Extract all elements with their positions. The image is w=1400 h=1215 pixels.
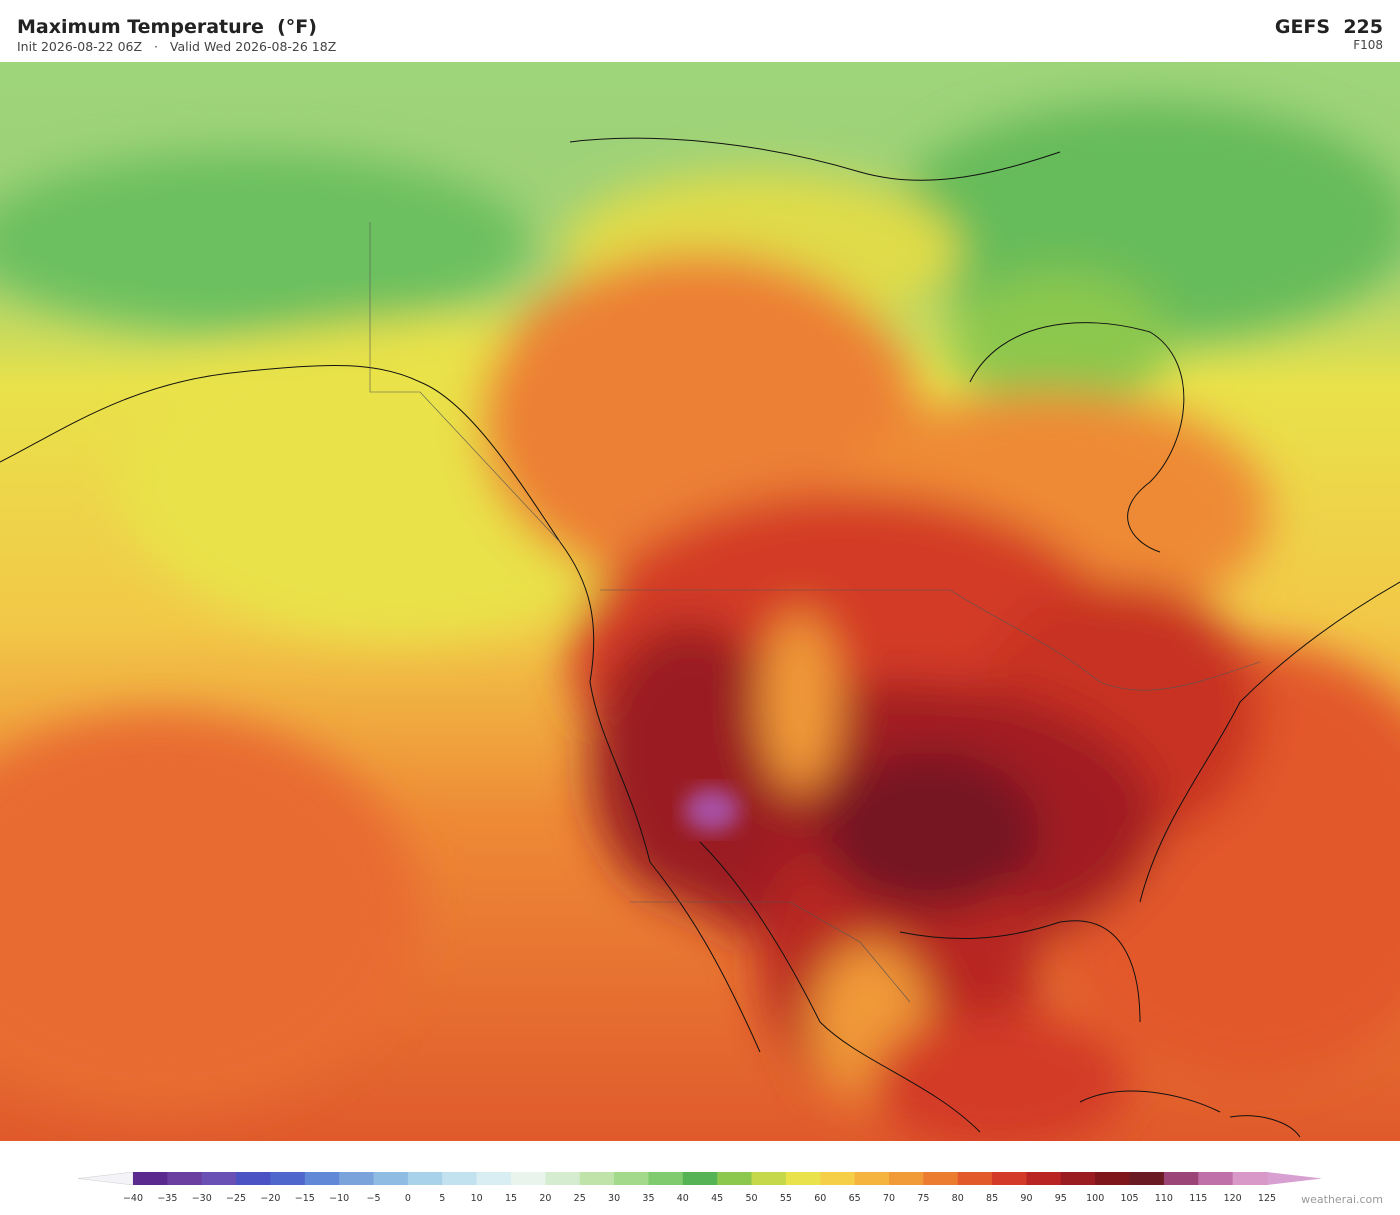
coastlines <box>0 137 1400 1138</box>
forecast-hour: F108 <box>1353 38 1383 52</box>
colorbar-tick-label: 95 <box>1055 1193 1067 1204</box>
map <box>0 62 1400 1141</box>
colorbar-segment <box>1129 1172 1165 1185</box>
colorbar-segment <box>236 1172 271 1185</box>
colorbar-tick-label: 5 <box>439 1193 445 1204</box>
colorbar-segment <box>373 1172 409 1185</box>
watermark: weatherai.com <box>1301 1193 1383 1206</box>
extend-low <box>77 1171 134 1186</box>
separator: · <box>153 39 158 54</box>
model: GEFS 225 <box>1274 16 1383 38</box>
colorbar-tick-label: −20 <box>260 1193 280 1204</box>
borders <box>369 222 1261 1003</box>
colorbar-segment <box>1026 1172 1062 1185</box>
colorbar-tick-label: −10 <box>329 1193 349 1204</box>
colorbar-tick-label: 10 <box>471 1193 483 1204</box>
colorbar-segment <box>304 1172 340 1185</box>
colorbar-tick-label: 70 <box>883 1193 895 1204</box>
colorbar-segment <box>854 1172 890 1185</box>
colorbar-tick-label: −30 <box>192 1193 212 1204</box>
colorbar-tick-label: 75 <box>917 1193 929 1204</box>
colorbar-tick-label: 85 <box>986 1193 998 1204</box>
hot-spot <box>684 788 740 832</box>
colorbar-segment <box>407 1172 443 1185</box>
colorbar-segment <box>648 1172 684 1185</box>
colorbar-tick-label: 35 <box>642 1193 654 1204</box>
colorbar-segment <box>270 1172 306 1185</box>
colorbar-segment <box>133 1172 168 1185</box>
colorbar-tick-label: 30 <box>608 1193 620 1204</box>
colorbar-segment <box>339 1172 375 1185</box>
temperature-field <box>0 102 1400 1141</box>
colorbar-tick-label: 20 <box>539 1193 551 1204</box>
colorbar-segment <box>1198 1172 1234 1185</box>
colorbar-tick-label: −5 <box>367 1193 381 1204</box>
colorbar-tick-label: 125 <box>1258 1193 1276 1204</box>
subtitle: Init 2026-08-22 06Z · Valid Wed 2026-08-… <box>17 39 336 54</box>
colorbar-tick-label: 100 <box>1086 1193 1104 1204</box>
colorbar-tick-label: 120 <box>1224 1193 1242 1204</box>
colorbar-segment <box>1095 1172 1131 1185</box>
colorbar-tick-label: −40 <box>123 1193 143 1204</box>
init: Init 2026-08-22 06Z <box>17 39 143 54</box>
valid: Valid Wed 2026-08-26 18Z <box>169 39 337 54</box>
colorbar-segment <box>167 1172 203 1185</box>
colorbar-tick-label: 15 <box>505 1193 517 1204</box>
colorbar-segment <box>476 1172 512 1185</box>
colorbar-segment <box>785 1172 821 1185</box>
colorbar-tick-label: 50 <box>745 1193 757 1204</box>
extend-high <box>1267 1172 1322 1185</box>
colorbar-segment <box>682 1172 718 1185</box>
colorbar-segment <box>442 1172 478 1185</box>
colorbar-segment <box>1232 1172 1268 1185</box>
colorbar-segment <box>992 1172 1027 1185</box>
colorbar-tick-label: 55 <box>780 1193 792 1204</box>
colorbar: −40 −35 −30 −25 −20 −15 −10 −5 0 5 10 15 20 25 30 35 40 4… <box>77 1171 1322 1204</box>
colorbar-tick-label: 25 <box>574 1193 586 1204</box>
colorbar-tick-label: 110 <box>1155 1193 1173 1204</box>
colorbar-tick-label: 90 <box>1020 1193 1032 1204</box>
colorbar-segment <box>614 1172 649 1185</box>
colorbar-tick-label: −35 <box>157 1193 177 1204</box>
colorbar-segment <box>511 1172 546 1185</box>
colorbar-segment <box>545 1172 581 1185</box>
colorbar-tick-label: −25 <box>226 1193 246 1204</box>
colorbar-tick-label: 40 <box>677 1193 689 1204</box>
colorbar-tick-label: 0 <box>405 1193 411 1204</box>
title: Maximum Temperature (°F) <box>17 16 317 38</box>
colorbar-tick-label: 105 <box>1120 1193 1138 1204</box>
colorbar-tick-label: 60 <box>814 1193 826 1204</box>
colorbar-tick-label: −15 <box>295 1193 315 1204</box>
colorbar-tick-label: 80 <box>952 1193 964 1204</box>
colorbar-tick-label: 45 <box>711 1193 723 1204</box>
colorbar-segment <box>889 1172 924 1185</box>
colorbar-segment <box>751 1172 787 1185</box>
colorbar-segment <box>923 1172 959 1185</box>
colorbar-segment <box>717 1172 753 1185</box>
colorbar-segment <box>1163 1172 1199 1185</box>
colorbar-segment <box>957 1172 993 1185</box>
colorbar-tick-label: 115 <box>1189 1193 1207 1204</box>
colorbar-segment <box>820 1172 856 1185</box>
colorbar-segment <box>201 1172 237 1185</box>
colorbar-segment <box>1060 1172 1096 1185</box>
colorbar-tick-label: 65 <box>849 1193 861 1204</box>
colorbar-segment <box>579 1172 615 1185</box>
